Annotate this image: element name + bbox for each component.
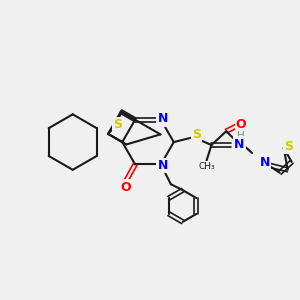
Text: S: S	[284, 140, 293, 152]
Text: S: S	[113, 118, 122, 131]
Text: S: S	[192, 128, 201, 141]
Text: N: N	[158, 112, 168, 125]
Text: N: N	[234, 138, 244, 151]
Text: O: O	[236, 118, 247, 131]
Text: H: H	[237, 131, 245, 141]
Text: CH₃: CH₃	[198, 162, 215, 171]
Text: N: N	[158, 159, 168, 172]
Text: N: N	[260, 156, 270, 170]
Text: O: O	[120, 181, 130, 194]
